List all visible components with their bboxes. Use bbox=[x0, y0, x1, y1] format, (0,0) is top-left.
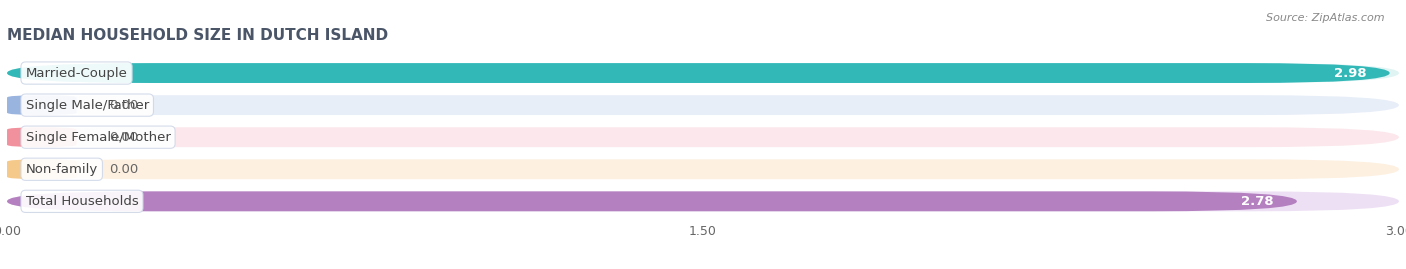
Text: 0.00: 0.00 bbox=[110, 163, 138, 176]
FancyBboxPatch shape bbox=[7, 127, 1399, 147]
FancyBboxPatch shape bbox=[7, 192, 1399, 211]
Text: 2.78: 2.78 bbox=[1241, 195, 1274, 208]
FancyBboxPatch shape bbox=[7, 95, 76, 115]
Text: Source: ZipAtlas.com: Source: ZipAtlas.com bbox=[1267, 13, 1385, 23]
Text: Total Households: Total Households bbox=[25, 195, 138, 208]
Text: 0.00: 0.00 bbox=[110, 131, 138, 144]
Text: Married-Couple: Married-Couple bbox=[25, 66, 128, 80]
FancyBboxPatch shape bbox=[7, 63, 1389, 83]
Text: Non-family: Non-family bbox=[25, 163, 98, 176]
Text: 0.00: 0.00 bbox=[110, 99, 138, 112]
FancyBboxPatch shape bbox=[7, 159, 1399, 179]
Text: 2.98: 2.98 bbox=[1334, 66, 1367, 80]
FancyBboxPatch shape bbox=[7, 192, 1296, 211]
FancyBboxPatch shape bbox=[7, 95, 1399, 115]
Text: MEDIAN HOUSEHOLD SIZE IN DUTCH ISLAND: MEDIAN HOUSEHOLD SIZE IN DUTCH ISLAND bbox=[7, 28, 388, 43]
FancyBboxPatch shape bbox=[7, 159, 76, 179]
FancyBboxPatch shape bbox=[7, 63, 1399, 83]
Text: Single Male/Father: Single Male/Father bbox=[25, 99, 149, 112]
Text: Single Female/Mother: Single Female/Mother bbox=[25, 131, 170, 144]
FancyBboxPatch shape bbox=[7, 127, 76, 147]
